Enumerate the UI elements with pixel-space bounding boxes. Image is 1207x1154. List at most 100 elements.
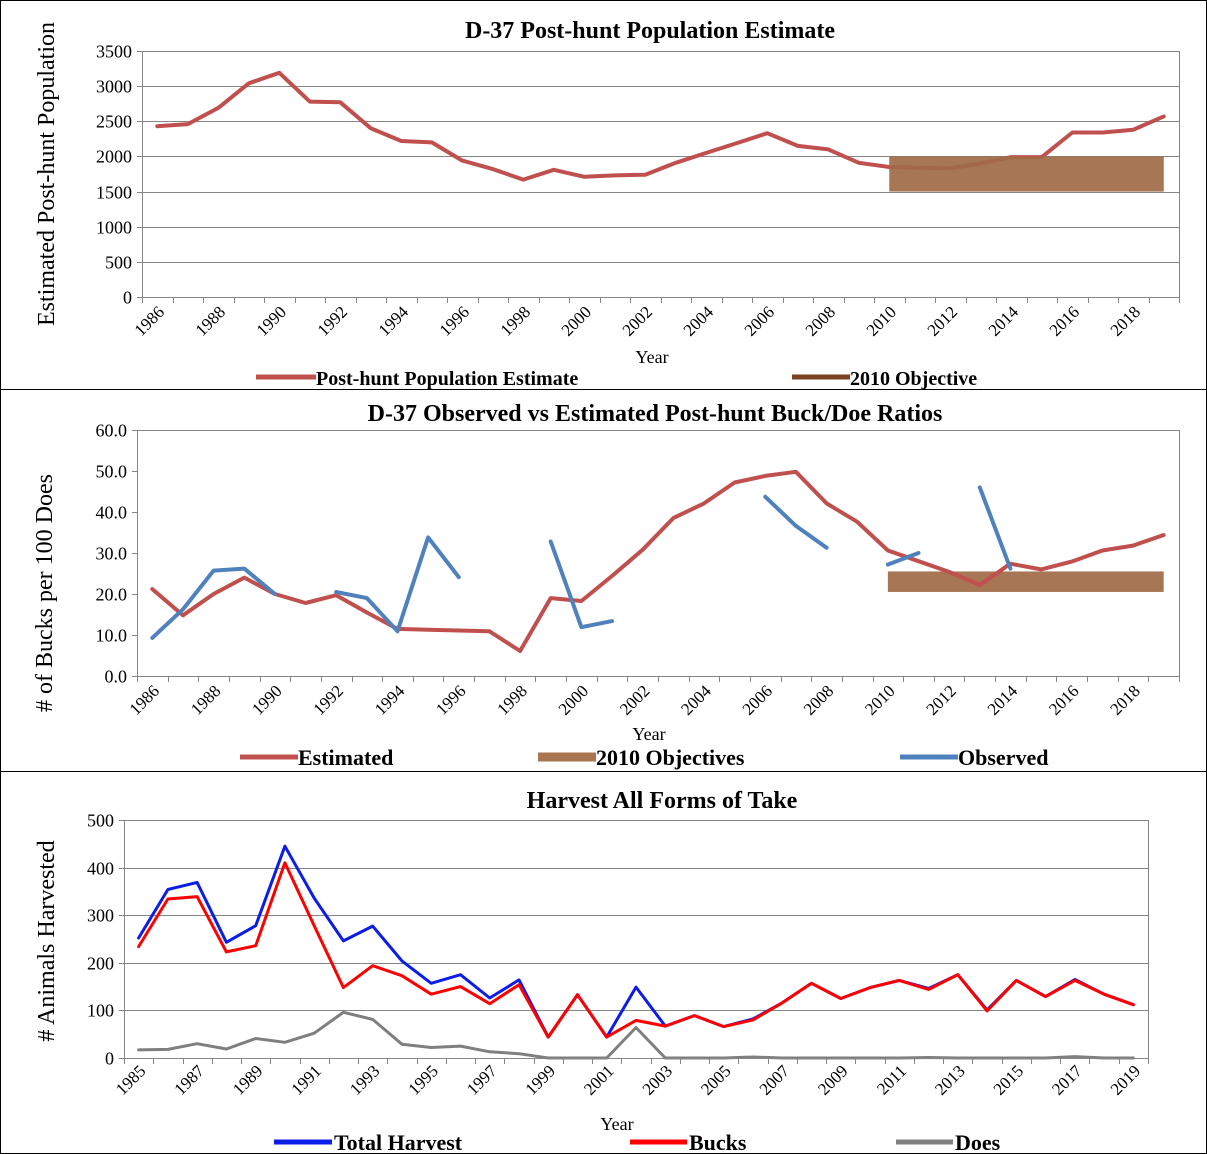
y-tick-label: 3500 bbox=[96, 42, 132, 62]
x-tick-label: 1987 bbox=[170, 1061, 208, 1099]
objective-band bbox=[887, 571, 1164, 592]
population-chart: D-37 Post-hunt Population Estimate 0 500 1… bbox=[34, 18, 1180, 390]
y-tick-label: 2500 bbox=[96, 112, 132, 132]
x-axis-label: Year bbox=[632, 724, 665, 744]
x-tick-label: 1996 bbox=[432, 681, 469, 718]
x-tick-label: 2010 bbox=[861, 681, 898, 718]
harvest-chart: Harvest All Forms of Take 0 100 200 300 400 5… bbox=[34, 788, 1149, 1154]
chart-title: Harvest All Forms of Take bbox=[527, 788, 798, 814]
y-tick-label: 2000 bbox=[96, 147, 132, 167]
plot-area bbox=[124, 820, 1149, 1059]
y-tick-label: 200 bbox=[87, 954, 114, 974]
x-tick-label: 2019 bbox=[1107, 1061, 1144, 1098]
buck-doe-ratio-chart: D-37 Observed vs Estimated Post-hunt Buc… bbox=[32, 401, 1180, 770]
x-tick-label: 1986 bbox=[126, 681, 163, 718]
y-tick-label: 0 bbox=[105, 1049, 114, 1069]
x-tick-label: 2012 bbox=[924, 302, 961, 339]
chart-title: D-37 Post-hunt Population Estimate bbox=[465, 18, 835, 44]
series-line-bucks bbox=[137, 861, 1135, 1039]
legend-label-population: Post-hunt Population Estimate bbox=[316, 368, 578, 390]
x-tick-label: 2006 bbox=[741, 302, 778, 339]
x-tick-label: 2004 bbox=[680, 302, 718, 340]
x-tick-label: 1994 bbox=[371, 681, 409, 719]
y-tick-label: 1500 bbox=[96, 183, 132, 203]
y-tick-label: 20.0 bbox=[96, 585, 128, 605]
x-tick-label: 1990 bbox=[248, 681, 285, 718]
legend: Estimated 2010 Objectives Observed bbox=[240, 745, 1048, 770]
x-tick-label: 1998 bbox=[497, 302, 534, 339]
legend-label-objective: 2010 Objective bbox=[850, 368, 977, 390]
x-tick-label: 2003 bbox=[639, 1061, 676, 1098]
series-line-observed bbox=[977, 485, 1013, 571]
legend-label-observed: Observed bbox=[958, 745, 1048, 770]
x-tick-label: 2012 bbox=[922, 681, 959, 718]
x-tick-label: 2014 bbox=[985, 302, 1023, 340]
x-tick-label: 2016 bbox=[1046, 302, 1083, 339]
series-line-estimated bbox=[150, 469, 1166, 653]
x-tick-label: 2010 bbox=[863, 302, 900, 339]
x-tick-label: 2006 bbox=[739, 681, 776, 718]
y-tick-label: 1000 bbox=[96, 218, 132, 238]
y-tick-label: 10.0 bbox=[96, 626, 128, 646]
x-tick-label: 2017 bbox=[1048, 1061, 1086, 1099]
x-tick-label: 1999 bbox=[522, 1061, 559, 1098]
x-tick-label: 1995 bbox=[405, 1061, 442, 1098]
y-tick-label: 300 bbox=[87, 906, 114, 926]
y-tick-label: 400 bbox=[87, 859, 114, 879]
series-line-observed bbox=[150, 566, 277, 640]
y-tick-label: 30.0 bbox=[96, 544, 128, 564]
x-tick-label: 2002 bbox=[619, 302, 656, 339]
x-tick-label: 2000 bbox=[555, 681, 592, 718]
x-tick-label: 2001 bbox=[580, 1061, 617, 1098]
x-tick-label: 1992 bbox=[314, 302, 351, 339]
y-axis-label: # Animals Harvested bbox=[34, 840, 60, 1041]
y-tick-label: 0.0 bbox=[105, 667, 128, 687]
x-tick-label: 2015 bbox=[990, 1061, 1027, 1098]
series-line-observed bbox=[763, 494, 829, 550]
legend: Total Harvest Bucks Does bbox=[274, 1130, 1001, 1154]
x-tick-label: 2018 bbox=[1107, 302, 1144, 339]
x-tick-label: 1991 bbox=[288, 1061, 325, 1098]
legend-label-bucks: Bucks bbox=[689, 1130, 747, 1154]
x-axis-label: Year bbox=[600, 1114, 633, 1134]
x-tick-label: 2011 bbox=[873, 1061, 910, 1098]
x-tick-label: 1985 bbox=[112, 1061, 149, 1098]
y-tick-label: 50.0 bbox=[96, 462, 128, 482]
y-axis-label: # of Bucks per 100 Does bbox=[32, 474, 58, 712]
y-tick-label: 3000 bbox=[96, 77, 132, 97]
x-tick-label: 1994 bbox=[375, 302, 413, 340]
y-tick-label: 100 bbox=[87, 1001, 114, 1021]
legend: Post-hunt Population Estimate 2010 Objec… bbox=[256, 368, 977, 390]
x-axis-label: Year bbox=[635, 347, 668, 367]
y-tick-label: 40.0 bbox=[96, 503, 128, 523]
y-axis-label: Estimated Post-hunt Population bbox=[34, 22, 60, 326]
chart-title: D-37 Observed vs Estimated Post-hunt Buc… bbox=[368, 401, 943, 427]
x-tick-label: 2007 bbox=[756, 1061, 794, 1099]
x-tick-label: 1992 bbox=[310, 681, 347, 718]
y-tick-label: 500 bbox=[105, 253, 132, 273]
legend-label-objectives: 2010 Objectives bbox=[596, 745, 745, 770]
x-tick-label: 1998 bbox=[493, 681, 530, 718]
x-tick-label: 2008 bbox=[800, 681, 837, 718]
plot-area bbox=[137, 430, 1180, 677]
legend-label-does: Does bbox=[955, 1130, 1001, 1154]
legend-label-total: Total Harvest bbox=[334, 1130, 463, 1154]
x-tick-label: 1988 bbox=[187, 681, 224, 718]
x-tick-label: 2016 bbox=[1045, 681, 1082, 718]
x-tick-label: 1988 bbox=[192, 302, 229, 339]
x-tick-label: 1993 bbox=[346, 1061, 383, 1098]
series-line-observed bbox=[548, 539, 614, 630]
x-tick-label: 2005 bbox=[697, 1061, 734, 1098]
legend-label-estimated: Estimated bbox=[298, 745, 393, 770]
x-tick-label: 1989 bbox=[229, 1061, 266, 1098]
x-tick-label: 2013 bbox=[931, 1061, 968, 1098]
x-tick-label: 2014 bbox=[984, 681, 1022, 719]
x-tick-label: 1997 bbox=[463, 1061, 501, 1099]
x-tick-label: 2009 bbox=[814, 1061, 851, 1098]
x-tick-label: 1990 bbox=[253, 302, 290, 339]
series-line-observed bbox=[334, 535, 461, 634]
x-tick-label: 2018 bbox=[1106, 681, 1143, 718]
y-tick-label: 500 bbox=[87, 811, 114, 831]
x-tick-label: 1986 bbox=[131, 302, 168, 339]
